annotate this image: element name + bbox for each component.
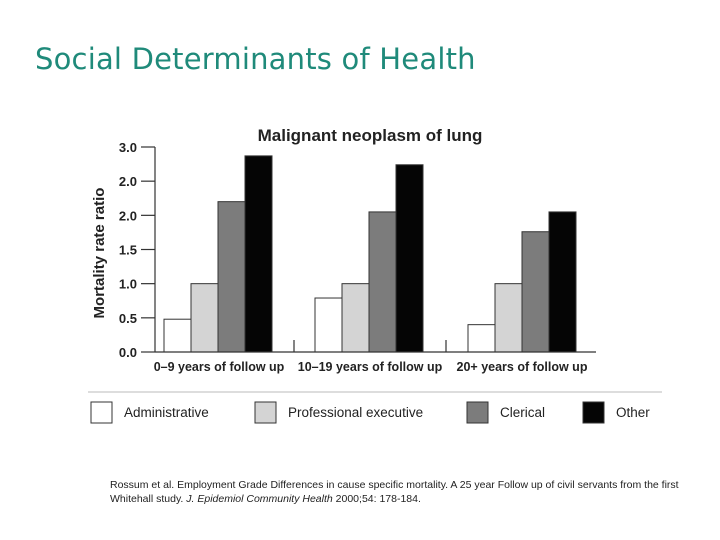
y-tick-label: 1.0 (119, 277, 137, 292)
bar-clerical (217, 201, 246, 353)
x-category-label: 20+ years of follow up (457, 360, 588, 374)
bars (163, 155, 577, 353)
bar-administrative (163, 318, 192, 353)
y-tick-label: 2.0 (119, 174, 137, 189)
y-axis-label: Mortality rate ratio (91, 188, 108, 319)
legend-label: Professional executive (288, 405, 423, 420)
chart-title: Malignant neoplasm of lung (258, 126, 483, 145)
legend-label: Clerical (500, 405, 545, 420)
legend-swatch (466, 401, 489, 424)
bar-administrative (467, 324, 496, 353)
legend-label: Other (616, 405, 650, 420)
legend-swatch (582, 401, 605, 424)
bar-professional-executive (341, 283, 370, 353)
y-axis: 0.0 0.5 1.0 1.5 2.0 2.0 3.0 (119, 140, 156, 360)
y-tick-label: 0.0 (119, 345, 137, 360)
slide-title: Social Determinants of Health (35, 42, 476, 76)
bar-other (548, 211, 577, 353)
x-category-label: 0–9 years of follow up (154, 360, 285, 374)
bar-administrative (314, 297, 343, 353)
citation: Rossum et al. Employment Grade Differenc… (110, 478, 700, 506)
legend-label: Administrative (124, 405, 209, 420)
legend: Administrative Professional executive Cler… (88, 391, 662, 424)
citation-text: Rossum et al. Employment Grade Differenc… (110, 479, 679, 505)
y-tick-label: 2.0 (119, 208, 137, 223)
bar-professional-executive (494, 283, 523, 353)
y-tick-label: 3.0 (119, 140, 137, 155)
x-axis: 0–9 years of follow up 10–19 years of fol… (154, 340, 596, 374)
bar-other (244, 155, 273, 353)
citation-details: 2000;54: 178-184. (332, 493, 421, 505)
bar-other (395, 164, 424, 353)
bar-clerical (521, 231, 550, 353)
bar-clerical (368, 211, 397, 353)
legend-swatch (254, 401, 277, 424)
y-tick-label: 0.5 (119, 311, 137, 326)
citation-journal: J. Epidemiol Community Health (186, 493, 333, 505)
x-category-label: 10–19 years of follow up (298, 360, 443, 374)
legend-swatch (90, 401, 113, 424)
bar-professional-executive (190, 283, 219, 353)
y-tick-label: 1.5 (119, 243, 137, 258)
